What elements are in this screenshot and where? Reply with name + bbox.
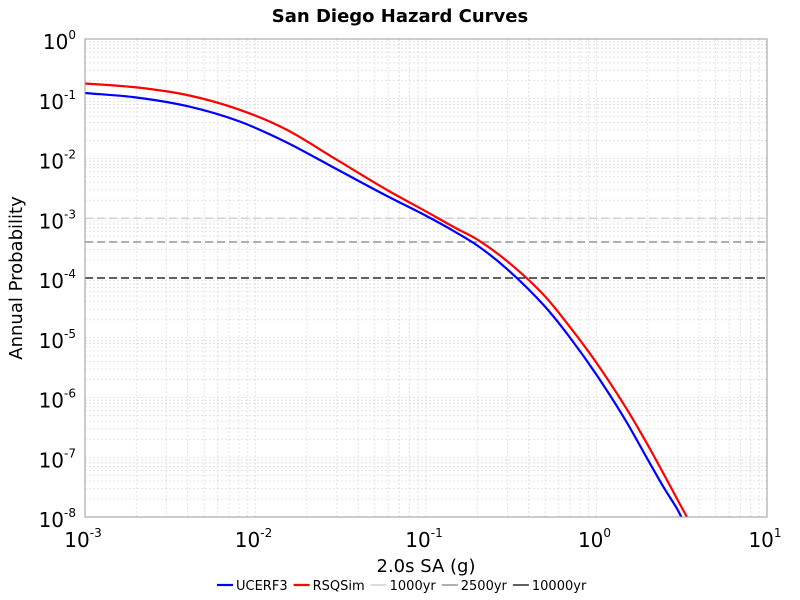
legend-label-rsqsim: RSQSim	[313, 579, 365, 594]
series-lines	[85, 82, 689, 517]
plot-frame	[84, 38, 768, 518]
legend-label-ucerf3: UCERF3	[236, 579, 288, 594]
legend-label-10000yr: 10000yr	[532, 579, 587, 594]
y-tick-label: 10-1	[39, 88, 76, 114]
y-tick-labels: 100 10-1 10-2 10-3 10-4 10-5 10-6 10-7 10-8	[39, 28, 76, 532]
y-tick-label: 10-2	[39, 148, 76, 174]
series-line-rsqsim	[85, 82, 689, 517]
legend-label-1000yr: 1000yr	[390, 579, 437, 594]
legend: UCERF3 RSQSim 1000yr 2500yr 10000yr	[217, 579, 587, 594]
y-tick-label: 10-7	[39, 446, 76, 472]
x-tick-label: 10-1	[405, 526, 442, 552]
x-tick-labels: 10-3 10-2 10-1 100 101	[64, 526, 781, 552]
x-tick-label: 10-2	[235, 526, 272, 552]
y-tick-label: 10-5	[39, 327, 76, 353]
y-tick-label: 10-6	[39, 387, 76, 413]
y-tick-label: 100	[43, 28, 76, 54]
y-tick-label: 10-4	[39, 267, 76, 293]
series-line-ucerf3	[85, 91, 683, 517]
x-tick-label: 100	[578, 526, 611, 552]
y-tick-label: 10-8	[39, 506, 76, 532]
y-tick-label: 10-3	[39, 207, 76, 233]
reference-lines	[85, 217, 767, 279]
legend-label-2500yr: 2500yr	[461, 579, 508, 594]
x-tick-label: 101	[748, 526, 781, 552]
chart-title: San Diego Hazard Curves	[272, 6, 528, 27]
x-axis-label: 2.0s SA (g)	[377, 556, 476, 577]
x-tick-label: 10-3	[64, 526, 101, 552]
y-axis-label: Annual Probability	[6, 196, 27, 360]
